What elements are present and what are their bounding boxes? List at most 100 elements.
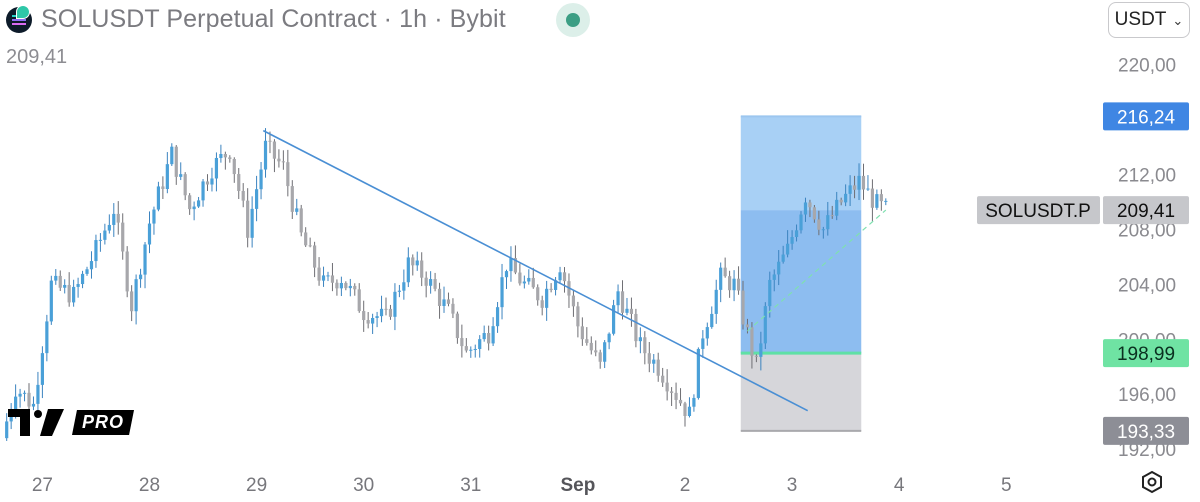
candle bbox=[719, 262, 723, 303]
candle bbox=[313, 241, 317, 278]
candle bbox=[571, 289, 576, 317]
candle bbox=[219, 144, 223, 163]
candle bbox=[36, 371, 40, 418]
time-tick-label: 29 bbox=[246, 475, 267, 496]
svg-text:198,99: 198,99 bbox=[1117, 344, 1175, 365]
candle bbox=[326, 271, 330, 282]
candle bbox=[830, 205, 834, 219]
open-profit-zone[interactable] bbox=[740, 210, 862, 354]
candle bbox=[473, 344, 477, 358]
candle bbox=[500, 263, 504, 320]
projection-line[interactable] bbox=[747, 209, 887, 332]
candle bbox=[884, 198, 888, 206]
candle bbox=[80, 270, 85, 289]
candle bbox=[839, 197, 843, 206]
candle bbox=[339, 276, 343, 297]
candle bbox=[545, 280, 549, 321]
candle bbox=[183, 172, 187, 201]
position-tool-zones[interactable] bbox=[740, 115, 862, 432]
candle bbox=[40, 346, 44, 399]
candle bbox=[638, 327, 642, 354]
candle bbox=[429, 271, 433, 294]
candle bbox=[589, 336, 593, 355]
candle bbox=[522, 275, 526, 289]
candle bbox=[741, 280, 745, 330]
candle bbox=[705, 322, 709, 346]
candle bbox=[85, 266, 89, 276]
candle bbox=[460, 324, 464, 358]
candle bbox=[670, 387, 674, 406]
candle bbox=[451, 298, 455, 319]
candle bbox=[611, 299, 616, 336]
candle bbox=[585, 327, 589, 346]
stop-zone[interactable] bbox=[740, 353, 862, 431]
candle bbox=[402, 269, 406, 300]
candle bbox=[553, 277, 558, 296]
drawings[interactable] bbox=[262, 129, 887, 412]
candle bbox=[89, 251, 94, 279]
candle bbox=[384, 297, 388, 316]
candle bbox=[478, 335, 482, 358]
candle bbox=[192, 201, 196, 221]
candle bbox=[161, 176, 165, 199]
candle bbox=[594, 340, 598, 357]
candle bbox=[665, 369, 669, 401]
candle bbox=[620, 280, 625, 320]
candle bbox=[67, 272, 71, 307]
candle bbox=[487, 325, 491, 351]
chart-settings-gear-icon[interactable] bbox=[1140, 470, 1164, 494]
candle bbox=[31, 396, 36, 411]
candle bbox=[870, 179, 875, 222]
candle bbox=[598, 349, 602, 369]
candle bbox=[250, 196, 254, 248]
time-axis[interactable]: 27 28 29 30 31 Sep 2 3 4 5 bbox=[32, 475, 1012, 496]
target-zone[interactable] bbox=[740, 116, 862, 211]
candle bbox=[558, 266, 562, 283]
candle bbox=[179, 162, 183, 181]
symbol-title[interactable]: SOLUSDT Perpetual Contract · 1h · Bybit bbox=[41, 5, 506, 33]
candle bbox=[196, 196, 201, 208]
candle bbox=[254, 175, 259, 222]
candle bbox=[268, 131, 272, 154]
candle bbox=[58, 270, 62, 292]
candle bbox=[174, 145, 178, 185]
price-tick-label: 212,00 bbox=[1118, 166, 1176, 187]
candle bbox=[63, 279, 67, 294]
candle bbox=[495, 302, 500, 333]
candle bbox=[433, 272, 437, 292]
candle bbox=[750, 322, 754, 369]
candle bbox=[393, 283, 397, 331]
candle bbox=[272, 139, 277, 173]
candle bbox=[781, 245, 785, 264]
candle bbox=[643, 331, 647, 365]
tradingview-logo[interactable]: PRO bbox=[8, 409, 135, 436]
candle bbox=[576, 301, 580, 338]
candle bbox=[772, 269, 776, 292]
stop-price-label: 193,33 bbox=[1103, 416, 1189, 445]
candle bbox=[49, 275, 53, 325]
price-tick-label: 220,00 bbox=[1118, 56, 1176, 77]
candle bbox=[379, 295, 384, 323]
candle bbox=[152, 206, 156, 235]
candle bbox=[857, 163, 861, 201]
candle bbox=[335, 279, 339, 296]
market-open-status-icon[interactable] bbox=[556, 3, 590, 37]
candle bbox=[723, 257, 727, 278]
candle bbox=[121, 213, 125, 260]
candle bbox=[116, 201, 120, 235]
candle bbox=[210, 167, 214, 192]
candle bbox=[509, 246, 513, 282]
candle bbox=[687, 397, 692, 418]
svg-text:209,41: 209,41 bbox=[1117, 201, 1175, 222]
candle bbox=[603, 340, 607, 369]
currency-selector-button[interactable]: USDT ⌄ bbox=[1108, 2, 1190, 38]
time-tick-label: 31 bbox=[460, 475, 481, 496]
downtrend-line[interactable] bbox=[262, 129, 809, 412]
candle bbox=[138, 268, 143, 288]
candle bbox=[130, 285, 134, 322]
candle bbox=[228, 155, 232, 163]
candle bbox=[852, 175, 857, 199]
candle bbox=[259, 162, 263, 200]
price-tick-label: 208,00 bbox=[1118, 220, 1176, 241]
